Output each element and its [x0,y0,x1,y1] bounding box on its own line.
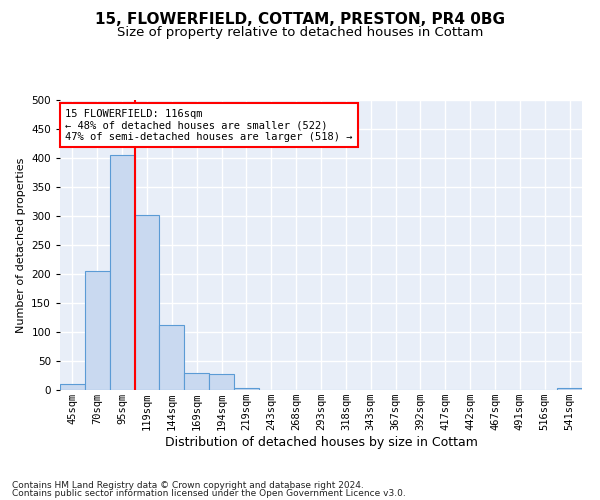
Bar [234,388,259,390]
Text: Size of property relative to detached houses in Cottam: Size of property relative to detached ho… [117,26,483,39]
Bar [184,372,209,390]
Text: Contains HM Land Registry data © Crown copyright and database right 2024.: Contains HM Land Registry data © Crown c… [12,481,364,490]
Bar [85,271,110,390]
Text: Contains public sector information licensed under the Open Government Licence v3: Contains public sector information licen… [12,488,406,498]
Bar [134,215,160,390]
Text: 15 FLOWERFIELD: 116sqm
← 48% of detached houses are smaller (522)
47% of semi-de: 15 FLOWERFIELD: 116sqm ← 48% of detached… [65,108,353,142]
Bar [160,325,184,390]
Text: 15, FLOWERFIELD, COTTAM, PRESTON, PR4 0BG: 15, FLOWERFIELD, COTTAM, PRESTON, PR4 0B… [95,12,505,28]
X-axis label: Distribution of detached houses by size in Cottam: Distribution of detached houses by size … [164,436,478,449]
Bar [110,155,134,390]
Y-axis label: Number of detached properties: Number of detached properties [16,158,26,332]
Bar [209,374,234,390]
Bar [557,388,582,390]
Bar [60,384,85,390]
